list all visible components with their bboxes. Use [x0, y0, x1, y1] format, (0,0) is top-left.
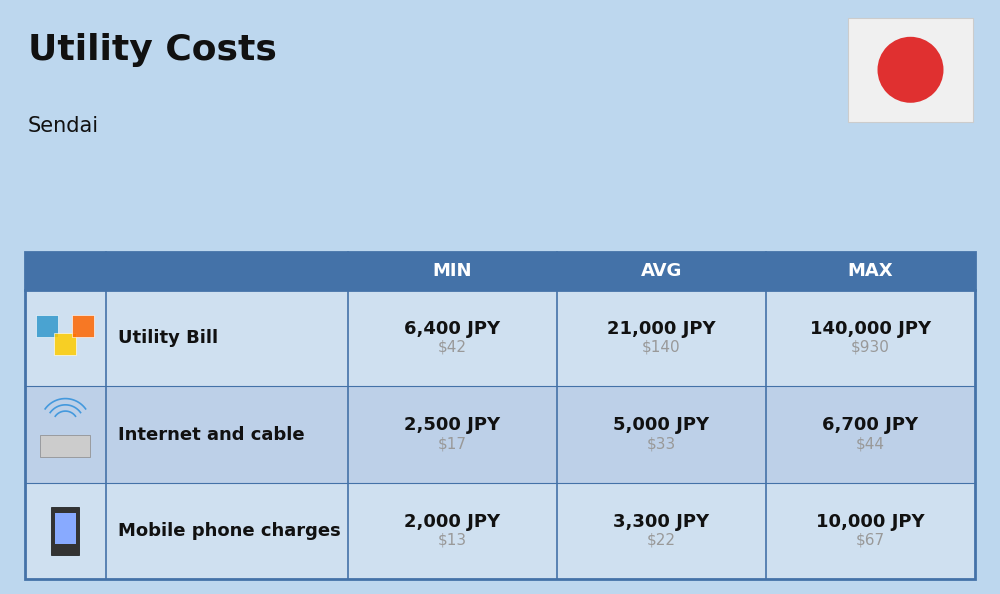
Text: 140,000 JPY: 140,000 JPY — [810, 320, 931, 338]
Bar — [848, 18, 973, 122]
Bar — [25, 252, 975, 579]
Text: Utility Costs: Utility Costs — [28, 33, 277, 67]
Text: $140: $140 — [642, 340, 681, 355]
Text: MAX: MAX — [848, 262, 893, 280]
Text: 5,000 JPY: 5,000 JPY — [613, 416, 710, 434]
Bar — [25, 252, 975, 290]
Text: $13: $13 — [438, 533, 467, 548]
Text: Internet and cable: Internet and cable — [118, 425, 304, 444]
Text: $930: $930 — [851, 340, 890, 355]
Text: 10,000 JPY: 10,000 JPY — [816, 513, 925, 531]
Text: MIN: MIN — [433, 262, 472, 280]
Text: 6,700 JPY: 6,700 JPY — [822, 416, 919, 434]
Bar — [25, 387, 975, 483]
Text: Sendai: Sendai — [28, 116, 99, 136]
Text: $33: $33 — [647, 436, 676, 451]
Text: $42: $42 — [438, 340, 467, 355]
Text: 2,500 JPY: 2,500 JPY — [404, 416, 501, 434]
Text: 6,400 JPY: 6,400 JPY — [404, 320, 501, 338]
Text: $22: $22 — [647, 533, 676, 548]
Text: Utility Bill: Utility Bill — [118, 329, 218, 347]
Bar — [38, 407, 93, 462]
Bar — [40, 435, 90, 457]
Bar — [25, 290, 975, 387]
Bar — [25, 483, 975, 579]
Text: 21,000 JPY: 21,000 JPY — [607, 320, 716, 338]
Text: $44: $44 — [856, 436, 885, 451]
Text: Mobile phone charges: Mobile phone charges — [118, 522, 340, 540]
Bar — [51, 507, 79, 555]
Text: AVG: AVG — [641, 262, 682, 280]
Bar — [54, 333, 76, 355]
Bar — [72, 315, 94, 337]
Bar — [38, 504, 93, 558]
Text: 3,300 JPY: 3,300 JPY — [613, 513, 710, 531]
Bar — [55, 513, 76, 544]
Ellipse shape — [878, 37, 944, 103]
Text: $17: $17 — [438, 436, 467, 451]
Bar — [36, 315, 58, 337]
Text: $67: $67 — [856, 533, 885, 548]
Bar — [38, 311, 93, 366]
Text: 2,000 JPY: 2,000 JPY — [404, 513, 501, 531]
